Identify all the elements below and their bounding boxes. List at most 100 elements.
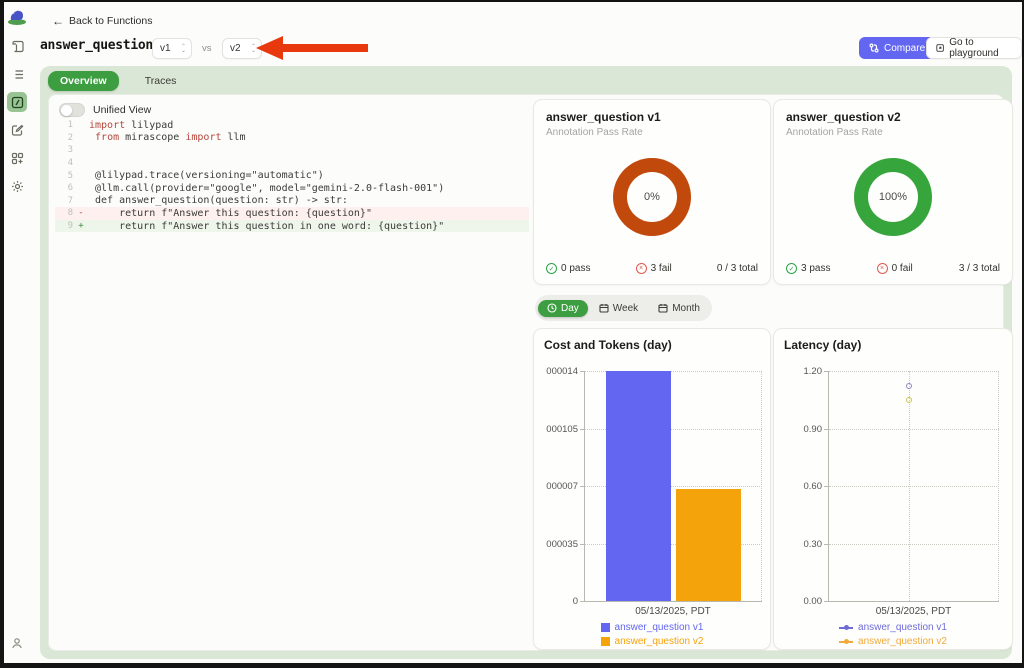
compare-button-label: Compare — [884, 42, 926, 54]
sidebar-item-lists[interactable] — [7, 64, 27, 84]
function-square-icon — [11, 96, 23, 108]
line-number: 5 — [67, 170, 73, 181]
content-panel: Unified View 1 import lilypad 2 from miras… — [48, 94, 1013, 651]
lilypad-frog-logo[interactable] — [7, 8, 27, 26]
pass-rate-donut-chart: 100% — [854, 158, 932, 236]
line-number: 8 — [67, 208, 73, 219]
y-tick-mark — [824, 371, 828, 372]
y-gridline — [585, 486, 762, 487]
donut-percent-label: 100% — [878, 191, 908, 203]
version-card-v1: answer_question v1 Annotation Pass Rate … — [533, 99, 771, 285]
y-tick-label: 0.00 — [803, 596, 823, 607]
line-number: 7 — [67, 195, 73, 206]
legend-label: answer_question v2 — [614, 636, 704, 647]
code-line: 6 @llm.call(provider="google", model="ge… — [55, 182, 529, 195]
code-text: def answer_question(question: str) -> st… — [89, 195, 348, 207]
annotation-arrow — [256, 35, 368, 66]
legend-item: answer_question v1 — [600, 622, 704, 633]
diff-marker: - — [78, 208, 84, 219]
scatter-chart-plot — [828, 371, 999, 602]
back-link-label: Back to Functions — [69, 15, 153, 27]
back-to-functions-link[interactable]: ← Back to Functions — [52, 14, 152, 28]
sidebar-item-projects[interactable] — [7, 148, 27, 168]
pass-count: 0 pass — [561, 263, 591, 274]
version-card-v2: answer_question v2 Annotation Pass Rate … — [773, 99, 1013, 285]
version-card-stats: ✓ 3 pass × 0 fail 3 / 3 total — [786, 263, 1000, 274]
version-card-title: answer_question v1 — [546, 110, 661, 124]
code-line: 5 @lilypad.trace(versioning="automatic") — [55, 169, 529, 182]
diff-marker: + — [78, 221, 84, 232]
circle-x-icon: × — [876, 263, 888, 274]
circle-check-icon: ✓ — [786, 263, 797, 274]
sidebar-item-traces[interactable] — [7, 36, 27, 56]
y-tick-label: 000105 — [546, 423, 578, 435]
legend-label: answer_question v1 — [614, 622, 704, 633]
toggle-month-button[interactable]: Month — [649, 300, 709, 317]
chart-legend: answer_question v1 answer_question v2 — [534, 622, 770, 647]
code-line: 3 — [55, 144, 529, 157]
y-gridline — [829, 486, 999, 487]
line-number: 4 — [67, 158, 73, 169]
go-to-playground-button[interactable]: Go to playground — [926, 37, 1022, 59]
playground-button-label: Go to playground — [949, 37, 999, 59]
time-range-toggle: Day Week Month — [535, 295, 712, 321]
toggle-knob — [61, 105, 72, 116]
fail-count: 3 fail — [650, 263, 672, 274]
v-gridline — [761, 371, 762, 601]
v-gridline — [908, 371, 910, 601]
sidebar-item-settings[interactable] — [7, 176, 27, 196]
sidebar — [4, 2, 30, 663]
y-tick-label: 0.60 — [803, 481, 823, 492]
code-diff-viewer: 1 import lilypad 2 from mirascope import l… — [55, 119, 529, 233]
sidebar-item-user[interactable] — [7, 633, 27, 653]
code-text: return f"Answer this question in one wor… — [89, 220, 445, 232]
sidebar-item-playground[interactable] — [7, 120, 27, 140]
user-icon — [12, 638, 22, 649]
code-line: 2 from mirascope import llm — [55, 132, 529, 145]
legend-line-marker-icon — [839, 625, 854, 630]
code-text: @llm.call(provider="google", model="gemi… — [89, 182, 445, 194]
chart-title: Latency (day) — [784, 338, 862, 352]
legend-item: answer_question v2 — [600, 636, 704, 647]
y-gridline — [585, 371, 762, 372]
legend-item: answer_question v2 — [839, 636, 947, 647]
circle-check-icon: ✓ — [546, 263, 557, 274]
y-tick-mark — [824, 486, 828, 487]
scatter-point-answer_question v2 — [905, 396, 912, 403]
total-count: 3 / 3 total — [958, 263, 1000, 274]
x-axis-label: 05/13/2025, PDT — [635, 606, 711, 617]
donut-percent-label: 0% — [644, 191, 660, 203]
chevron-up-down-icon: ⌃ ⌄ — [250, 43, 256, 54]
y-tick-mark — [824, 428, 828, 430]
y-tick-mark — [580, 543, 584, 545]
unified-view-label: Unified View — [93, 104, 152, 116]
line-number: 6 — [67, 183, 73, 194]
tab-traces[interactable]: Traces — [144, 75, 177, 87]
y-tick-label: 1.20 — [803, 366, 823, 377]
sidebar-item-functions[interactable] — [7, 92, 27, 112]
legend-swatch-icon — [600, 623, 610, 632]
code-text: from mirascope import llm — [95, 132, 246, 144]
y-gridline — [829, 428, 999, 430]
y-tick-mark — [824, 543, 828, 545]
version-card-stats: ✓ 0 pass × 3 fail 0 / 3 total — [546, 263, 758, 274]
legend-line-marker-icon — [839, 639, 854, 644]
unified-view-toggle[interactable] — [59, 103, 85, 117]
y-tick-mark — [824, 601, 828, 602]
y-tick-label: 0.30 — [803, 538, 823, 550]
unified-view-row: Unified View — [59, 103, 151, 117]
y-tick-mark — [580, 371, 584, 372]
compare-button[interactable]: Compare — [859, 37, 936, 59]
blocks-icon — [11, 152, 23, 164]
code-line: 4 — [55, 157, 529, 170]
version-card-subtitle: Annotation Pass Rate — [786, 127, 883, 138]
cost-tokens-chart-card: Cost and Tokens (day) 05/13/2025, PDT an… — [533, 328, 771, 650]
toggle-day-button[interactable]: Day — [538, 299, 588, 317]
version-select-left[interactable]: v1 ⌃ ⌄ — [152, 38, 192, 59]
y-gridline — [585, 543, 762, 545]
chart-legend: answer_question v1 answer_question v2 — [774, 622, 1012, 647]
toggle-week-button[interactable]: Week — [590, 300, 647, 317]
code-text: import lilypad — [89, 119, 174, 131]
toggle-week-label: Week — [612, 302, 639, 314]
tab-overview[interactable]: Overview — [48, 71, 119, 91]
